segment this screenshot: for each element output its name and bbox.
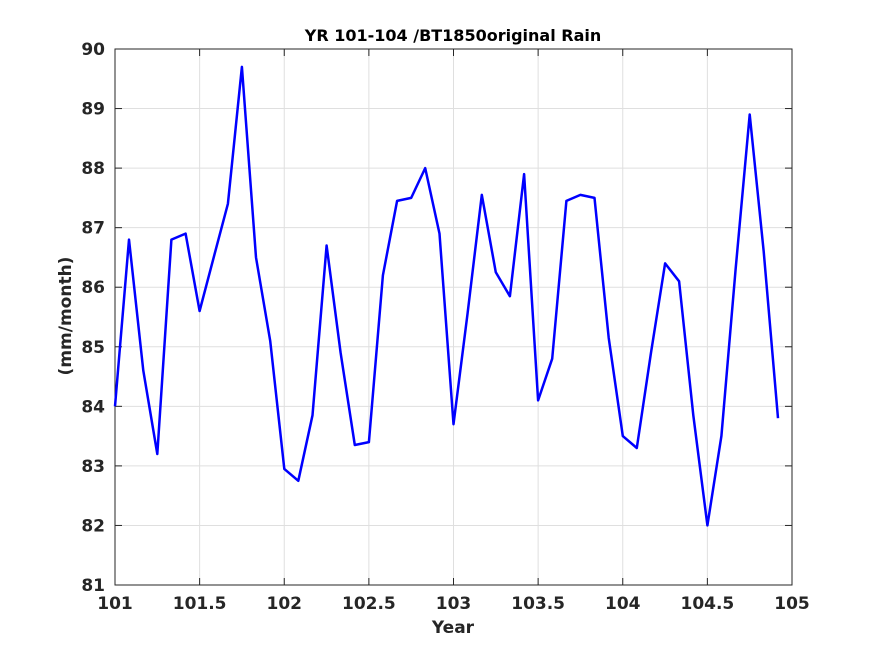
x-tick-label: 104.5 bbox=[680, 594, 734, 614]
x-axis-label: Year bbox=[431, 618, 475, 638]
y-axis-label: (mm/month) bbox=[56, 257, 76, 376]
x-tick-label: 105 bbox=[774, 594, 810, 614]
y-tick-label: 81 bbox=[81, 576, 105, 596]
x-tick-label: 103.5 bbox=[511, 594, 565, 614]
y-tick-label: 88 bbox=[81, 159, 105, 179]
y-tick-label: 84 bbox=[81, 397, 105, 417]
y-tick-label: 86 bbox=[81, 278, 105, 298]
x-tick-label: 103 bbox=[436, 594, 472, 614]
y-tick-label: 87 bbox=[81, 219, 105, 239]
y-tick-label: 83 bbox=[81, 457, 105, 477]
x-tick-labels: 101 101.5 102 102.5 103 103.5 104 104.5 105 bbox=[97, 594, 810, 614]
x-tick-label: 101.5 bbox=[173, 594, 227, 614]
chart-title: YR 101-104 /BT1850original Rain bbox=[304, 26, 602, 45]
series-layer bbox=[113, 65, 780, 527]
x-tick-label: 104 bbox=[605, 594, 641, 614]
y-tick-label: 82 bbox=[81, 516, 105, 536]
series-line bbox=[113, 65, 780, 527]
y-tick-label: 85 bbox=[81, 338, 105, 358]
y-tick-label: 90 bbox=[81, 40, 105, 60]
x-tick-label: 102.5 bbox=[342, 594, 396, 614]
y-tick-labels: 81 82 83 84 85 86 87 88 89 90 bbox=[81, 40, 105, 596]
x-tick-label: 102 bbox=[267, 594, 303, 614]
y-tick-label: 89 bbox=[81, 100, 105, 120]
plot-frame bbox=[114, 48, 793, 586]
x-tick-label: 101 bbox=[97, 594, 133, 614]
